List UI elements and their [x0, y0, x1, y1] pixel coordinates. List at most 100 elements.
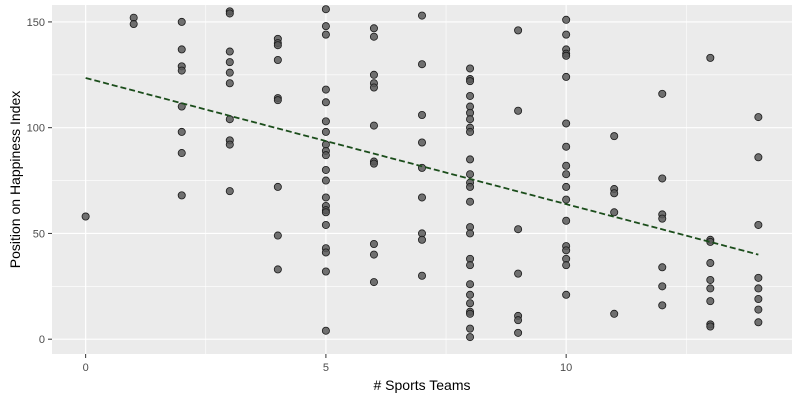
- data-point: [610, 208, 619, 217]
- data-point: [466, 91, 475, 100]
- data-point: [754, 284, 763, 293]
- x-tick-label: 0: [83, 362, 89, 374]
- data-point: [369, 32, 378, 41]
- data-point: [658, 263, 667, 272]
- y-tick-label: 150: [27, 17, 45, 29]
- data-point: [658, 214, 667, 223]
- data-point: [562, 195, 571, 204]
- data-point: [562, 290, 571, 299]
- data-point: [321, 193, 330, 202]
- data-point: [321, 267, 330, 276]
- y-tick-label: 100: [27, 123, 45, 135]
- data-point: [177, 127, 186, 136]
- data-point: [129, 20, 138, 29]
- data-point: [273, 96, 282, 105]
- data-point: [225, 140, 234, 149]
- data-point: [321, 22, 330, 31]
- data-point: [321, 85, 330, 94]
- data-point: [225, 47, 234, 56]
- data-point: [562, 142, 571, 151]
- data-point: [658, 301, 667, 310]
- data-point: [177, 66, 186, 75]
- data-point: [417, 60, 426, 69]
- data-point: [466, 290, 475, 299]
- data-point: [754, 305, 763, 314]
- y-axis-title: Position on Happiness Index: [7, 91, 23, 268]
- data-point: [273, 41, 282, 50]
- data-point: [466, 64, 475, 73]
- data-point: [754, 295, 763, 304]
- data-point: [321, 98, 330, 107]
- data-point: [706, 275, 715, 284]
- data-point: [514, 328, 523, 337]
- x-tick-label: 10: [560, 362, 572, 374]
- data-point: [417, 110, 426, 119]
- data-point: [321, 220, 330, 229]
- data-point: [562, 161, 571, 170]
- data-point: [514, 269, 523, 278]
- data-point: [466, 324, 475, 333]
- data-point: [658, 89, 667, 98]
- y-tick-label: 0: [39, 334, 45, 346]
- data-point: [321, 127, 330, 136]
- data-point: [658, 282, 667, 291]
- data-point: [177, 45, 186, 54]
- data-point: [273, 231, 282, 240]
- data-point: [321, 165, 330, 174]
- data-point: [562, 72, 571, 81]
- data-point: [466, 229, 475, 238]
- data-point: [754, 113, 763, 122]
- data-point: [706, 297, 715, 306]
- data-point: [321, 5, 330, 14]
- data-point: [562, 15, 571, 24]
- data-point: [706, 284, 715, 293]
- data-point: [466, 182, 475, 191]
- data-point: [514, 26, 523, 35]
- data-point: [369, 278, 378, 287]
- data-point: [754, 153, 763, 162]
- data-point: [321, 208, 330, 217]
- data-point: [610, 189, 619, 198]
- data-point: [562, 51, 571, 60]
- y-tick-label: 50: [33, 228, 45, 240]
- data-point: [466, 77, 475, 86]
- data-point: [466, 170, 475, 179]
- x-tick-label: 5: [323, 362, 329, 374]
- data-point: [562, 246, 571, 255]
- data-point: [225, 79, 234, 88]
- data-point: [225, 187, 234, 196]
- data-point: [754, 220, 763, 229]
- data-point: [417, 193, 426, 202]
- data-point: [562, 119, 571, 128]
- data-point: [417, 11, 426, 20]
- data-point: [81, 212, 90, 221]
- data-point: [321, 176, 330, 185]
- data-point: [754, 318, 763, 327]
- data-point: [562, 216, 571, 225]
- data-point: [273, 265, 282, 274]
- data-point: [466, 333, 475, 342]
- data-point: [369, 83, 378, 92]
- data-point: [466, 280, 475, 289]
- data-point: [369, 24, 378, 33]
- data-point: [369, 159, 378, 168]
- data-point: [369, 240, 378, 249]
- data-point: [658, 174, 667, 183]
- data-point: [225, 68, 234, 77]
- data-point: [754, 273, 763, 282]
- data-point: [417, 235, 426, 244]
- data-points: [81, 5, 763, 342]
- data-point: [369, 121, 378, 130]
- data-point: [321, 30, 330, 39]
- data-point: [177, 191, 186, 200]
- data-point: [321, 117, 330, 126]
- data-point: [466, 299, 475, 308]
- x-axis-title: # Sports Teams: [373, 377, 470, 393]
- y-axis-ticks: 0 50 100 150: [27, 17, 52, 346]
- data-point: [177, 17, 186, 26]
- data-point: [466, 197, 475, 206]
- data-point: [225, 58, 234, 67]
- plot-panel: [52, 5, 792, 354]
- data-point: [610, 309, 619, 318]
